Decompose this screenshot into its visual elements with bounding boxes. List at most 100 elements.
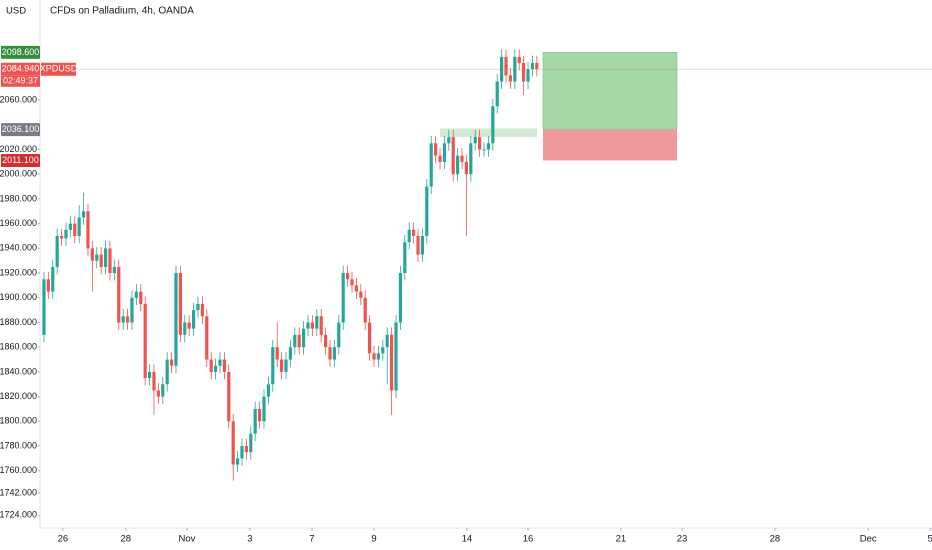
y-tick-label: 1724.000 bbox=[0, 510, 37, 520]
y-tick-label: 1760.000 bbox=[0, 465, 37, 475]
candle-body bbox=[156, 390, 160, 397]
price-label: 2084.940 bbox=[2, 64, 40, 74]
candle-body bbox=[368, 322, 372, 354]
candle-body bbox=[495, 81, 499, 107]
candle-body bbox=[139, 291, 143, 304]
x-tick-label: 26 bbox=[58, 534, 69, 545]
x-tick-label: 16 bbox=[523, 534, 534, 545]
candle-body bbox=[434, 143, 438, 156]
x-tick-label: 5 bbox=[928, 534, 932, 545]
candle-body bbox=[51, 266, 55, 292]
candle-body bbox=[284, 359, 288, 372]
profit-zone bbox=[542, 52, 678, 130]
y-tick-label: 1900.000 bbox=[0, 292, 37, 302]
price-label: 2098.600 bbox=[2, 47, 40, 57]
candle-body bbox=[81, 211, 86, 218]
candle-body bbox=[363, 297, 367, 323]
candle-body bbox=[438, 155, 442, 162]
x-tick-label: 9 bbox=[371, 534, 376, 545]
candle-body bbox=[152, 371, 156, 391]
y-tick-label: 1820.000 bbox=[0, 391, 37, 401]
y-tick-label: 2060.000 bbox=[0, 94, 37, 104]
candle-body bbox=[169, 359, 174, 366]
candle-body bbox=[227, 371, 231, 422]
candle-body bbox=[183, 322, 187, 335]
candle-body bbox=[500, 56, 504, 82]
candle-body bbox=[200, 303, 204, 317]
chart-title: CFDs on Palladium, 4h, OANDA bbox=[50, 6, 194, 17]
candle-body bbox=[77, 217, 81, 236]
candle-body bbox=[209, 359, 213, 372]
candle-body bbox=[420, 235, 425, 255]
candle-body bbox=[240, 446, 244, 459]
currency: USD bbox=[6, 6, 26, 17]
demand-zone bbox=[440, 128, 537, 138]
candle-body bbox=[469, 143, 473, 175]
candle-body bbox=[451, 137, 455, 175]
candle-body bbox=[213, 365, 218, 372]
symbol-box bbox=[41, 62, 76, 76]
candle-body bbox=[130, 297, 134, 323]
x-tick-label: 21 bbox=[616, 534, 627, 545]
candle-body bbox=[244, 446, 248, 453]
candle-body bbox=[486, 143, 491, 150]
y-tick-label: 1940.000 bbox=[0, 243, 37, 253]
candle-body bbox=[442, 143, 447, 162]
candle-body bbox=[46, 279, 50, 292]
candle-body bbox=[218, 359, 222, 366]
candle-body bbox=[143, 303, 147, 379]
candle-body bbox=[174, 273, 178, 366]
candle-body bbox=[407, 229, 411, 243]
price-label: 2011.100 bbox=[2, 155, 39, 165]
candle-body bbox=[117, 266, 121, 323]
countdown: 02:49:37 bbox=[3, 76, 38, 86]
price-label-box bbox=[1, 62, 40, 76]
candle-body bbox=[59, 235, 64, 239]
candle-body bbox=[530, 63, 535, 70]
candle-body bbox=[390, 334, 394, 391]
candle-body bbox=[416, 235, 420, 255]
candle-body bbox=[55, 235, 59, 267]
candle-body bbox=[187, 322, 191, 329]
candle-body bbox=[99, 254, 103, 267]
candle-body bbox=[266, 384, 270, 397]
y-tick-label: 1920.000 bbox=[0, 267, 37, 277]
candle-body bbox=[376, 353, 381, 360]
candle-body bbox=[161, 384, 165, 397]
candle-body bbox=[535, 63, 539, 70]
x-tick-label: 7 bbox=[309, 534, 314, 545]
candle-body bbox=[90, 248, 94, 261]
candle-body bbox=[341, 273, 345, 323]
price-label: 2036.100 bbox=[2, 124, 40, 134]
candle-body bbox=[205, 316, 209, 360]
y-tick-label: 2020.000 bbox=[0, 144, 37, 154]
y-tick-label: 1780.000 bbox=[0, 440, 37, 450]
candle-body bbox=[398, 273, 403, 323]
candle-body bbox=[196, 303, 200, 311]
candle-body bbox=[385, 334, 389, 348]
candle-body bbox=[249, 433, 253, 453]
candle-body bbox=[64, 229, 68, 239]
price-label-box bbox=[1, 45, 40, 59]
candle-body bbox=[86, 211, 90, 249]
countdown-box bbox=[1, 75, 40, 87]
price-label-box bbox=[1, 154, 40, 167]
x-tick-label: 28 bbox=[770, 534, 781, 545]
candle-body bbox=[95, 254, 99, 261]
x-tick-label: Nov bbox=[179, 534, 196, 545]
candle-body bbox=[73, 223, 77, 236]
price-label-box bbox=[1, 123, 40, 137]
candle-body bbox=[235, 458, 240, 465]
candle-body bbox=[513, 56, 517, 82]
candle-body bbox=[108, 248, 112, 274]
candle-body bbox=[297, 334, 301, 348]
y-tick-label: 1742.000 bbox=[0, 487, 37, 497]
candle-body bbox=[359, 291, 363, 298]
candle-body bbox=[319, 316, 323, 335]
candle-body bbox=[456, 155, 460, 175]
candle-body bbox=[460, 155, 464, 162]
candle-body bbox=[504, 56, 508, 76]
candle-body bbox=[354, 285, 359, 292]
candle-body bbox=[275, 347, 279, 360]
